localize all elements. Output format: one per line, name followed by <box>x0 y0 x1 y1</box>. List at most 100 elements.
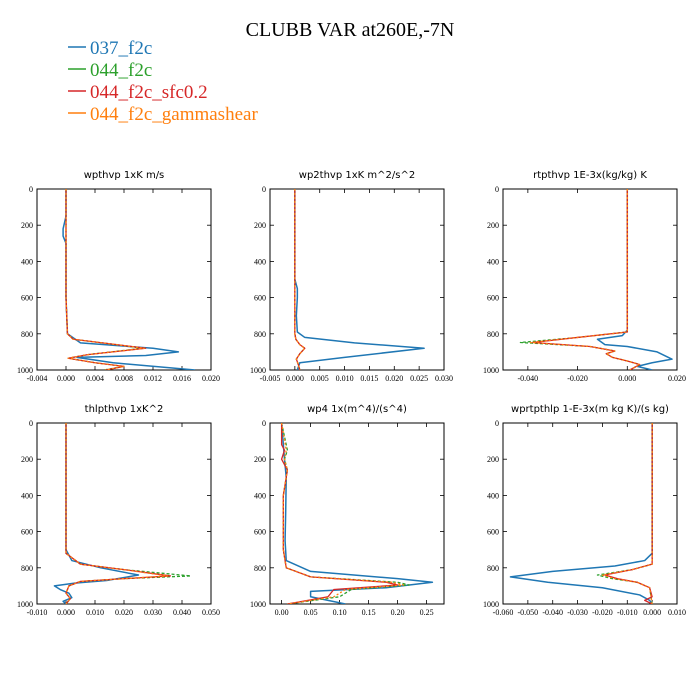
x-tick-label: 0.000 <box>618 374 636 383</box>
x-tick-label: 0.020 <box>668 374 686 383</box>
x-tick-label: 0.000 <box>286 374 304 383</box>
x-tick-label: 0.020 <box>115 608 133 617</box>
y-tick-label: 600 <box>254 294 266 303</box>
x-tick-label: 0.050 <box>202 608 220 617</box>
y-tick-label: 0 <box>262 185 266 194</box>
series-line-037-f2c <box>62 189 196 370</box>
y-tick-label: 0 <box>29 419 33 428</box>
series-line-037-f2c <box>509 423 653 604</box>
panel-2: wp2thvp 1xK m^2/s^2 0 200 400 600 800 1000-0.0… <box>250 170 453 383</box>
series-line-044-f2c-gammashear <box>65 189 145 370</box>
x-tick-label: -0.040 <box>542 608 563 617</box>
series-line-044-f2c <box>294 189 306 370</box>
x-tick-label: 0.015 <box>360 374 378 383</box>
series-line-044-f2c <box>596 423 653 604</box>
series-line-037-f2c <box>280 423 434 604</box>
series-line-037-f2c <box>53 423 140 604</box>
panel-title: wprtpthlp 1-E-3x(m kg K)/(s kg) <box>511 404 669 415</box>
series-line-044-f2c-gammashear <box>294 189 306 370</box>
panel-title: thlpthvp 1xK^2 <box>85 404 164 415</box>
panel-title: rtpthvp 1E-3x(kg/kg) K <box>533 170 647 181</box>
x-tick-label: 0.010 <box>668 608 686 617</box>
plot-frame <box>269 188 445 371</box>
x-tick-label: 0.005 <box>311 374 329 383</box>
x-tick-label: -0.005 <box>260 374 281 383</box>
series-line-037-f2c <box>294 189 425 370</box>
y-tick-label: 800 <box>254 330 266 339</box>
panel-4: thlpthvp 1xK^2 0 200 400 600 800 1000-0.010 0.0… <box>17 404 220 617</box>
x-tick-label: -0.030 <box>567 608 588 617</box>
y-tick-label: 0 <box>495 419 499 428</box>
y-tick-label: 1000 <box>483 600 499 609</box>
y-tick-label: 400 <box>21 257 33 266</box>
legend-label-044-f2c-sfc0.2: 044_f2c_sfc0.2 <box>90 82 208 103</box>
legend-label-037-f2c: 037_f2c <box>90 38 152 59</box>
x-tick-label: 0.025 <box>410 374 428 383</box>
y-tick-label: 600 <box>487 294 499 303</box>
y-tick-label: 800 <box>21 564 33 573</box>
y-tick-label: 1000 <box>17 600 33 609</box>
x-tick-label: 0.20 <box>391 608 405 617</box>
x-tick-label: 0.000 <box>643 608 661 617</box>
x-tick-label: -0.060 <box>493 608 514 617</box>
y-tick-label: 400 <box>487 491 499 500</box>
y-tick-label: 200 <box>254 455 266 464</box>
y-tick-label: 200 <box>487 455 499 464</box>
y-tick-label: 600 <box>21 528 33 537</box>
y-tick-label: 400 <box>254 491 266 500</box>
series-line-044-f2c-gammashear <box>280 423 405 604</box>
y-tick-label: 400 <box>21 491 33 500</box>
x-tick-label: -0.020 <box>567 374 588 383</box>
y-tick-label: 800 <box>254 564 266 573</box>
panel-title: wpthvp 1xK m/s <box>84 170 165 181</box>
y-tick-label: 1000 <box>17 366 33 375</box>
y-tick-label: 0 <box>29 185 33 194</box>
y-tick-label: 200 <box>487 221 499 230</box>
x-tick-label: -0.020 <box>592 608 613 617</box>
x-tick-label: 0.15 <box>362 608 376 617</box>
series-line-044-f2c-gammashear <box>601 423 653 604</box>
x-tick-label: 0.25 <box>420 608 434 617</box>
panel-5: wp4 1x(m^4)/(s^4) 0 200 400 600 800 1000 0.00 0.… <box>250 404 445 617</box>
legend-label-044-f2c: 044_f2c <box>90 60 152 81</box>
series-line-044-f2c-sfc0.2 <box>294 189 306 370</box>
series-line-044-f2c-gammashear <box>529 189 641 370</box>
legend-label-044-f2c-gammashear: 044_f2c_gammashear <box>90 104 258 125</box>
x-tick-label: 0.000 <box>57 374 75 383</box>
x-tick-label: -0.004 <box>27 374 48 383</box>
y-tick-label: 0 <box>262 419 266 428</box>
panel-3: rtpthvp 1E-3x(kg/kg) K 0 200 400 600 800 1000 -… <box>483 170 686 383</box>
y-tick-label: 1000 <box>483 366 499 375</box>
y-tick-label: 600 <box>487 528 499 537</box>
x-tick-label: 0.012 <box>144 374 162 383</box>
plot-frame <box>36 188 212 371</box>
series-line-037-f2c <box>596 189 673 370</box>
plot-frame <box>502 422 678 605</box>
y-tick-label: 0 <box>495 185 499 194</box>
plot-frame <box>269 422 445 605</box>
x-tick-label: 0.030 <box>435 374 453 383</box>
x-tick-label: 0.030 <box>144 608 162 617</box>
x-tick-label: -0.010 <box>617 608 638 617</box>
y-tick-label: 1000 <box>250 600 266 609</box>
y-tick-label: 200 <box>254 221 266 230</box>
y-tick-label: 600 <box>21 294 33 303</box>
x-tick-label: 0.020 <box>385 374 403 383</box>
panel-6: wprtpthlp 1-E-3x(m kg K)/(s kg) 0 200 400 60… <box>483 404 686 617</box>
series-line-044-f2c <box>280 423 410 604</box>
y-tick-label: 800 <box>487 330 499 339</box>
y-tick-label: 400 <box>254 257 266 266</box>
y-tick-label: 800 <box>487 564 499 573</box>
legend: 037_f2c 044_f2c 044_f2c_sfc0.2 044_f2c_g… <box>68 38 258 125</box>
x-tick-label: -0.040 <box>518 374 539 383</box>
y-tick-label: 1000 <box>250 366 266 375</box>
plot-frame <box>502 188 678 371</box>
series-line-044-f2c-sfc0.2 <box>604 423 653 604</box>
series-line-044-f2c-sfc0.2 <box>532 189 641 370</box>
x-tick-label: -0.010 <box>27 608 48 617</box>
x-tick-label: 0.05 <box>304 608 318 617</box>
x-tick-label: 0.004 <box>86 374 104 383</box>
x-tick-label: 0.00 <box>275 608 289 617</box>
